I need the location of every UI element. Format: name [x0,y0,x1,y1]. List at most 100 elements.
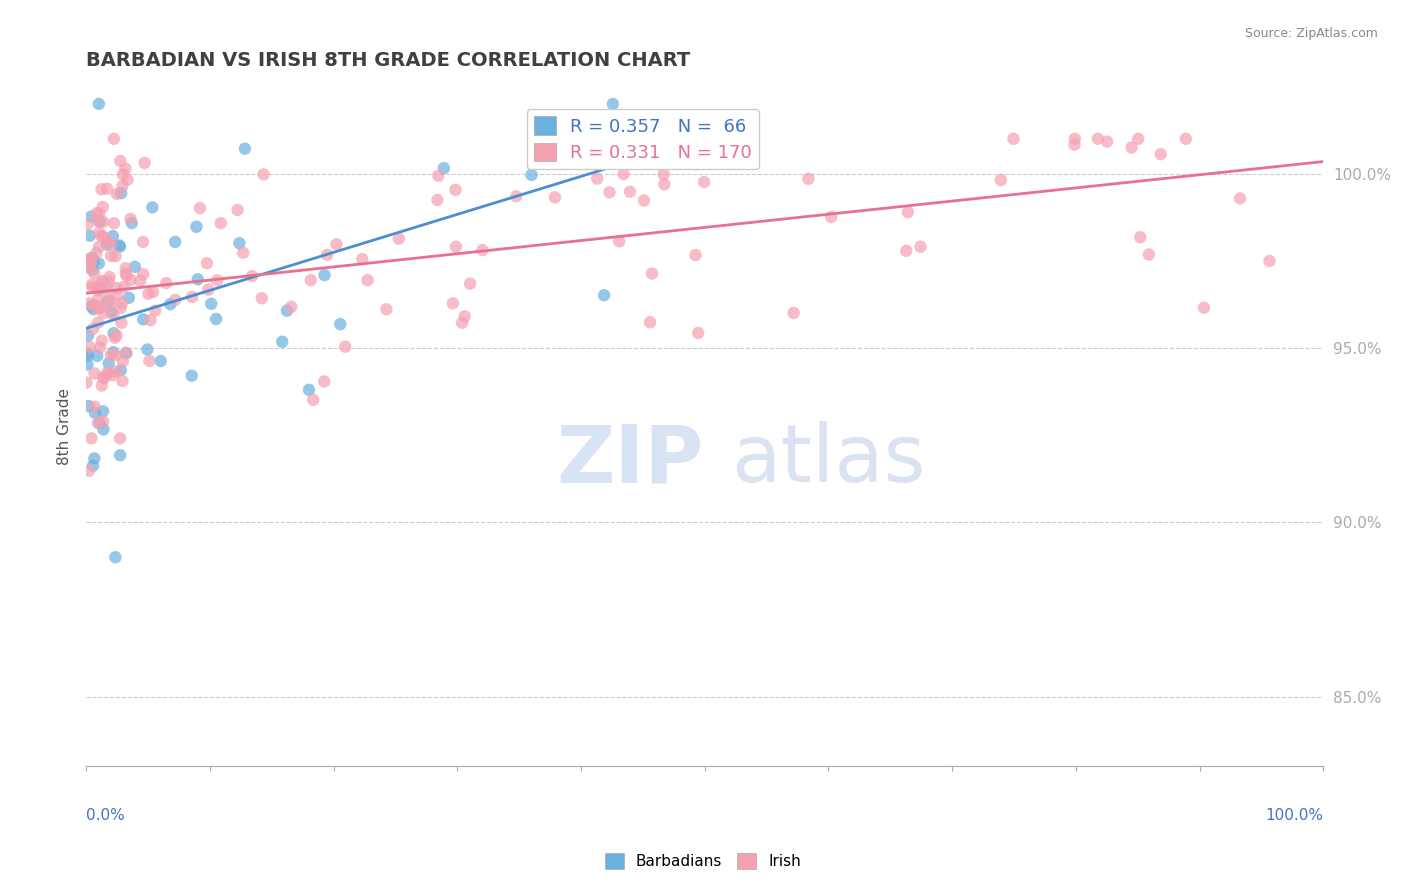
Legend: R = 0.357   N =  66, R = 0.331   N = 170: R = 0.357 N = 66, R = 0.331 N = 170 [527,109,759,169]
Point [654,178,676,192]
Point [232,245,254,260]
Point [120,211,142,226]
Point [77,296,100,310]
Point [1087,132,1109,146]
Point [96,286,118,301]
Point [87,226,110,240]
Point [143,303,166,318]
Point [444,240,467,254]
Point [104,249,127,263]
Text: 0.0%: 0.0% [86,808,125,823]
Point [132,312,155,326]
Point [77,348,100,362]
Point [111,296,134,310]
Point [375,302,398,317]
Point [132,267,155,281]
Point [136,286,159,301]
Point [93,306,115,320]
Point [544,190,567,204]
Point [165,293,187,307]
Point [110,153,132,168]
Point [685,248,707,262]
Legend: Barbadians, Irish: Barbadians, Irish [599,847,807,875]
Point [652,167,675,181]
Point [86,349,108,363]
Point [103,326,125,341]
Point [97,234,120,248]
Point [1137,247,1160,261]
Text: atlas: atlas [731,421,925,500]
Point [84,301,107,315]
Point [616,136,638,151]
Point [444,183,467,197]
Point [124,260,146,274]
Point [104,550,127,565]
Point [100,293,122,308]
Point [602,97,624,112]
Point [200,297,222,311]
Point [89,416,111,430]
Point [129,274,152,288]
Point [607,234,630,248]
Point [86,246,108,260]
Point [115,346,138,360]
Point [108,448,131,462]
Point [79,228,101,243]
Point [606,132,628,146]
Point [1002,132,1025,146]
Point [93,230,115,244]
Point [1095,135,1118,149]
Point [87,240,110,254]
Point [77,252,100,267]
Point [108,238,131,252]
Point [896,244,918,258]
Point [441,296,464,310]
Point [82,251,104,265]
Point [76,217,98,231]
Point [87,207,110,221]
Point [101,229,124,244]
Point [86,283,108,297]
Point [427,169,450,183]
Point [105,186,128,201]
Point [149,354,172,368]
Point [87,97,110,112]
Point [593,288,616,302]
Point [110,316,132,330]
Point [333,340,356,354]
Point [299,273,322,287]
Point [314,375,336,389]
Point [298,383,321,397]
Text: ZIP: ZIP [557,421,704,500]
Point [586,171,609,186]
Point [82,458,104,473]
Point [782,306,804,320]
Point [79,340,101,354]
Point [579,132,602,146]
Point [228,236,250,251]
Point [910,240,932,254]
Point [633,194,655,208]
Point [90,274,112,288]
Point [188,201,211,215]
Point [990,173,1012,187]
Point [252,168,274,182]
Point [180,368,202,383]
Point [110,301,132,315]
Point [96,182,118,196]
Point [1229,191,1251,205]
Point [1128,132,1150,146]
Point [205,273,228,287]
Point [91,276,114,290]
Point [181,290,204,304]
Point [121,216,143,230]
Point [101,368,124,383]
Point [114,161,136,176]
Point [80,210,103,224]
Point [97,294,120,309]
Point [108,431,131,445]
Point [325,237,347,252]
Point [111,374,134,388]
Point [83,302,105,317]
Point [619,185,641,199]
